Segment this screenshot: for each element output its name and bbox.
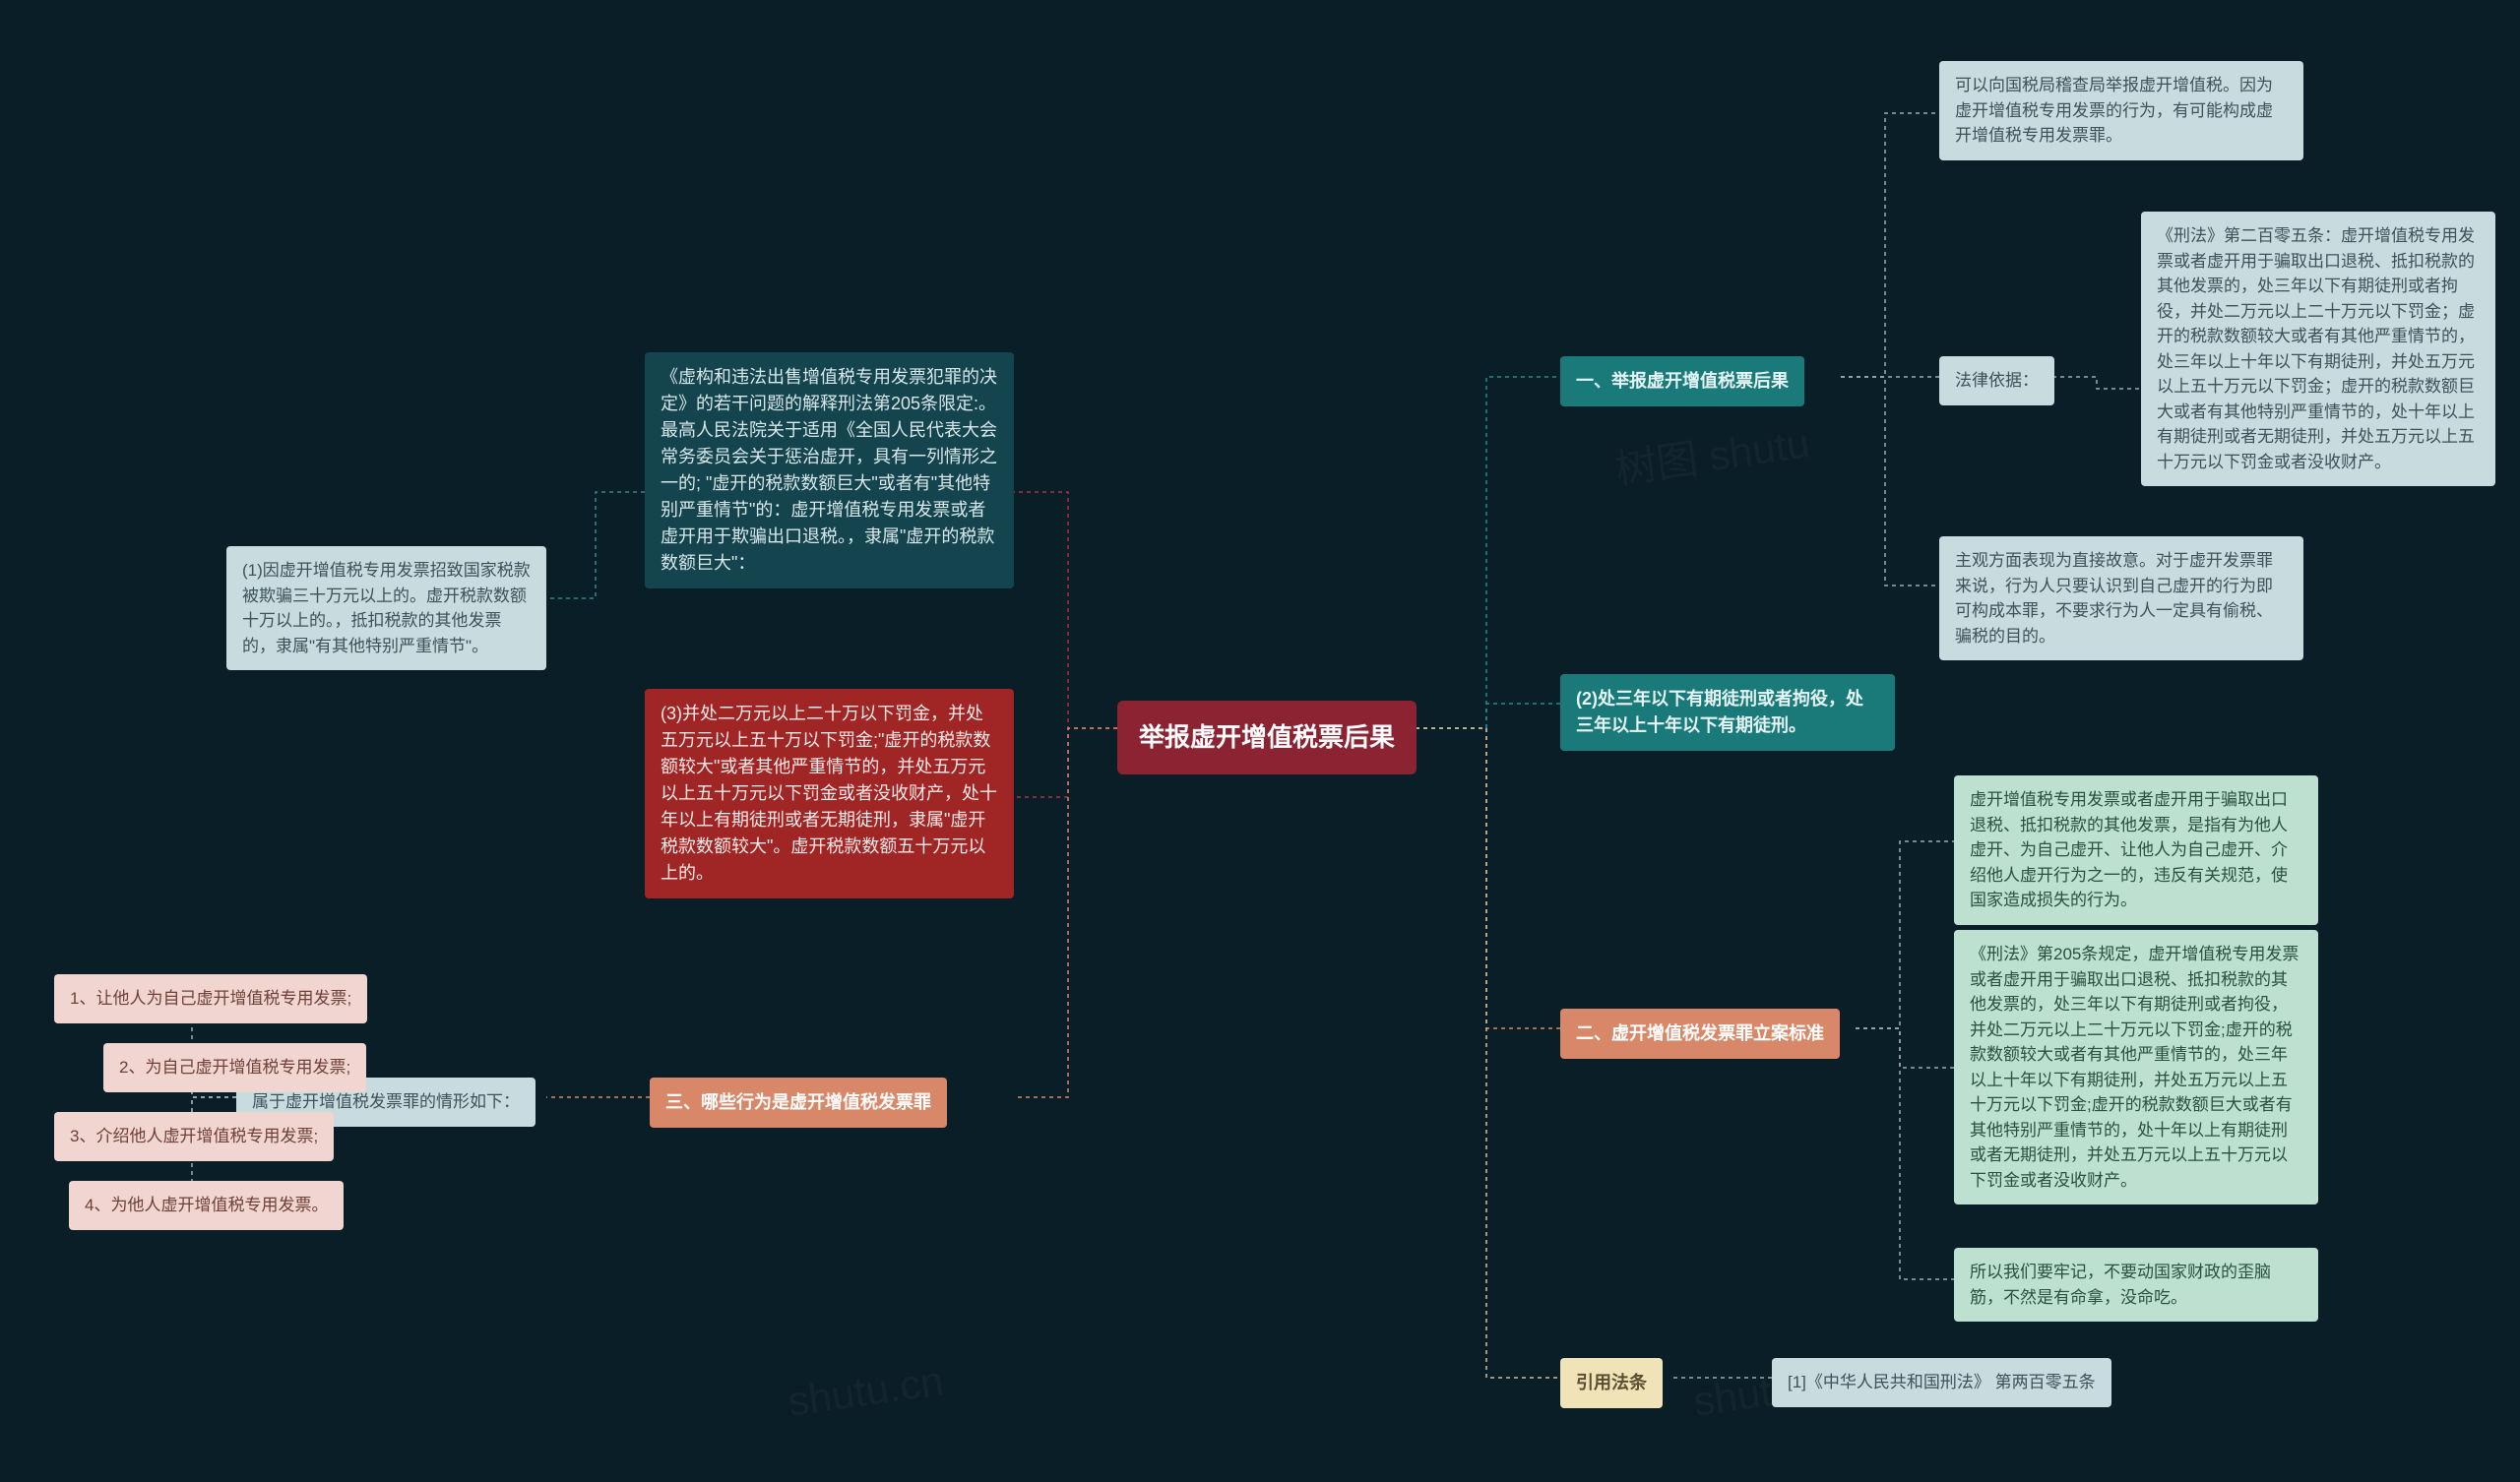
branch-1-item-3[interactable]: 主观方面表现为直接故意。对于虚开发票罪来说，行为人只要认识到自己虚开的行为即可构… [1939,536,2303,660]
root-node[interactable]: 举报虚开增值税票后果 [1117,701,1417,774]
left-sub-1[interactable]: (1)因虚开增值税专用发票招致国家税款被欺骗三十万元以上的。虚开税款数额十万以上… [226,546,546,670]
branch-3-item-3[interactable]: 3、介绍他人虚开增值税专用发票; [54,1112,334,1161]
branch-2-title[interactable]: 二、虚开增值税发票罪立案标准 [1560,1009,1840,1059]
branch-2-item-1[interactable]: 虚开增值税专用发票或者虚开用于骗取出口退税、抵扣税款的其他发票，是指有为他人虚开… [1954,775,2318,925]
branch-1-title[interactable]: 一、举报虚开增值税票后果 [1560,356,1804,406]
branch-2-item-3[interactable]: 所以我们要牢记，不要动国家财政的歪脑筋，不然是有命拿，没命吃。 [1954,1248,2318,1322]
branch-1-item-2[interactable]: 《刑法》第二百零五条：虚开增值税专用发票或者虚开用于骗取出口退税、抵扣税款的其他… [2141,212,2495,486]
branch-1-law-label[interactable]: 法律依据： [1939,356,2054,405]
watermark: shutu.cn [785,1357,946,1426]
left-detail-2[interactable]: (3)并处二万元以上二十万以下罚金，并处五万元以上五十万以下罚金;"虚开的税款数… [645,689,1014,898]
branch-ref-item[interactable]: [1]《中华人民共和国刑法》 第两百零五条 [1772,1358,2111,1407]
branch-3-title[interactable]: 三、哪些行为是虚开增值税发票罪 [650,1078,947,1128]
branch-1-item-1[interactable]: 可以向国税局稽查局举报虚开增值税。因为虚开增值税专用发票的行为，有可能构成虚开增… [1939,61,2303,160]
branch-2-item-2[interactable]: 《刑法》第205条规定，虚开增值税专用发票或者虚开用于骗取出口退税、抵扣税款的其… [1954,930,2318,1204]
branch-3-item-1[interactable]: 1、让他人为自己虚开增值税专用发票; [54,974,367,1023]
watermark: 树图 shutu [1611,409,1813,496]
item-2-teal[interactable]: (2)处三年以下有期徒刑或者拘役，处三年以上十年以下有期徒刑。 [1560,674,1895,751]
branch-3-item-2[interactable]: 2、为自己虚开增值税专用发票; [103,1043,366,1092]
branch-3-item-4[interactable]: 4、为他人虚开增值税专用发票。 [69,1181,344,1230]
branch-ref-title[interactable]: 引用法条 [1560,1358,1663,1408]
left-detail-1[interactable]: 《虚构和违法出售增值税专用发票犯罪的决定》的若干问题的解释刑法第205条限定:。… [645,352,1014,588]
